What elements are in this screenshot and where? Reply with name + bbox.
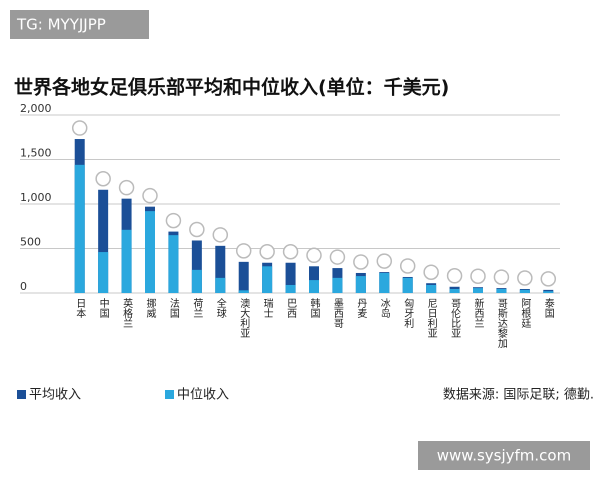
x-tick-label: 韩国 [308,297,320,319]
y-tick-label: 500 [20,236,41,249]
flag [517,270,533,286]
bar [496,288,507,293]
x-tick-label: 英格兰 [121,297,133,328]
bar [215,277,226,293]
bar [519,289,530,293]
flag [71,120,88,136]
flag [282,243,299,260]
bar [426,284,437,293]
x-tick-label: 中国 [97,297,109,319]
bar [402,277,413,293]
x-tick-label: 哥伦比亚 [449,298,461,338]
legend-label: 平均收入 [29,388,81,403]
x-tick-label: 冰岛 [378,297,390,319]
bar [309,280,319,293]
y-tick-label: 1,500 [20,147,52,160]
bar [98,189,109,293]
flag [493,269,510,285]
flag [470,268,486,284]
flag [118,179,135,196]
bar [285,262,296,293]
bar [191,240,202,293]
bar [238,290,249,293]
bar [449,288,460,293]
x-tick-label: 墨西哥 [331,298,343,328]
bar [355,276,366,293]
chart-title: 世界各地女足俱乐部平均和中位收入(单位：千美元) [14,76,449,99]
watermark: TG: MYYJJPP [16,16,106,34]
legend-label: 中位收入 [177,388,229,403]
bar [285,284,296,293]
flag [212,227,229,243]
bar [145,211,155,293]
x-tick-label: 挪威 [144,297,156,319]
y-tick-label: 1,000 [20,191,52,204]
flag [540,271,557,287]
bar [473,288,483,293]
x-tick-label: 尼日利亚 [425,298,437,338]
source: 数据来源: 国际足联; 德勤. [443,388,594,403]
x-tick-label: 瑞士 [261,298,273,318]
x-tick-label: 荷兰 [191,298,203,318]
bar [74,164,85,293]
x-tick-label: 澳大利亚 [238,297,250,338]
bar [543,291,554,293]
x-tick-label: 全球 [214,297,226,318]
bar [215,245,226,293]
bar [98,252,109,293]
x-tick-label: 日本 [74,298,86,319]
flag [376,253,393,269]
x-tick-label: 法国 [167,297,179,319]
bar [332,277,343,293]
x-tick-label: 阿根廷 [519,298,531,329]
x-tick-label: 泰国 [542,297,554,319]
bar [168,235,179,293]
x-tick-label: 匈牙利 [402,297,414,328]
y-tick-label: 0 [20,280,27,293]
bar [238,261,249,293]
flag [235,243,252,259]
watermark: www.sysjyfm.com [437,447,571,465]
bar [379,272,390,293]
x-tick-label: 巴西 [285,298,297,318]
flag [423,264,439,280]
flag [306,247,322,264]
flag [446,268,463,284]
watermark-box [418,441,590,470]
bar [262,266,273,293]
y-tick-label: 2,000 [20,102,52,115]
bar [191,269,202,293]
bar [309,266,319,293]
bar [121,229,132,293]
flag [329,249,346,265]
flag [259,243,275,260]
flag [165,212,182,229]
x-tick-label: 新西兰 [472,297,484,328]
flag [95,171,111,187]
flag [142,187,158,204]
watermark-box [10,10,149,39]
x-tick-label: 丹麦 [355,298,367,319]
x-tick-label: 哥斯达黎加 [495,298,507,348]
flag [189,221,205,238]
legend-swatch [17,390,26,399]
legend-swatch [165,390,174,399]
flag [353,254,369,270]
flag [399,258,416,274]
